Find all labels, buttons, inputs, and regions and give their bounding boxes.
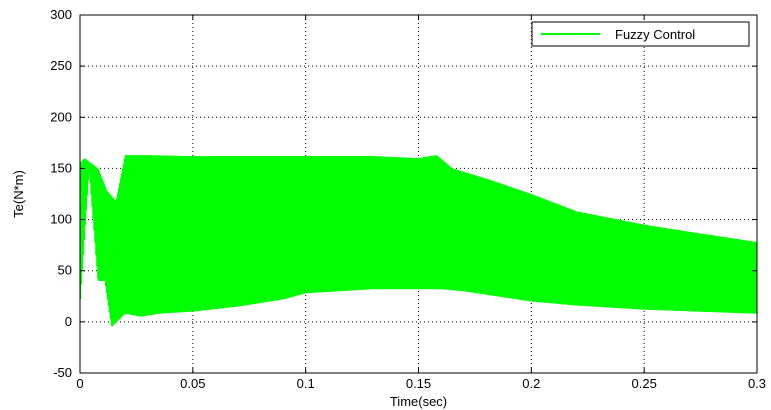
y-tick-label: 100	[50, 212, 72, 227]
y-tick-label: 150	[50, 160, 72, 175]
y-tick-label: 50	[58, 263, 72, 278]
x-tick-label: 0.05	[180, 376, 205, 391]
y-tick-label: 200	[50, 109, 72, 124]
series-area	[80, 155, 757, 327]
x-tick-label: 0.2	[522, 376, 540, 391]
x-axis-label: Time(sec)	[390, 394, 447, 409]
x-tick-label: 0.1	[297, 376, 315, 391]
y-tick-label: -50	[53, 365, 72, 380]
ticks	[79, 14, 758, 374]
y-tick-label: 250	[50, 58, 72, 73]
x-tick-label: 0	[76, 376, 83, 391]
tick-labels: 0 0.05 0.1 0.15 0.2 0.25 0.3 -50 0 50 100 150 200 250…	[50, 7, 766, 391]
series-band-fuzzy-control	[215, 155, 757, 314]
y-tick-label: 0	[65, 314, 72, 329]
x-tick-label: 0.15	[406, 376, 431, 391]
x-tick-label: 0.25	[632, 376, 657, 391]
legend: Fuzzy Control	[531, 21, 750, 47]
legend-label: Fuzzy Control	[615, 27, 695, 42]
y-axis-label: Te(N*m)	[11, 170, 26, 218]
x-tick-label: 0.3	[748, 376, 766, 391]
y-tick-label: 300	[50, 7, 72, 22]
